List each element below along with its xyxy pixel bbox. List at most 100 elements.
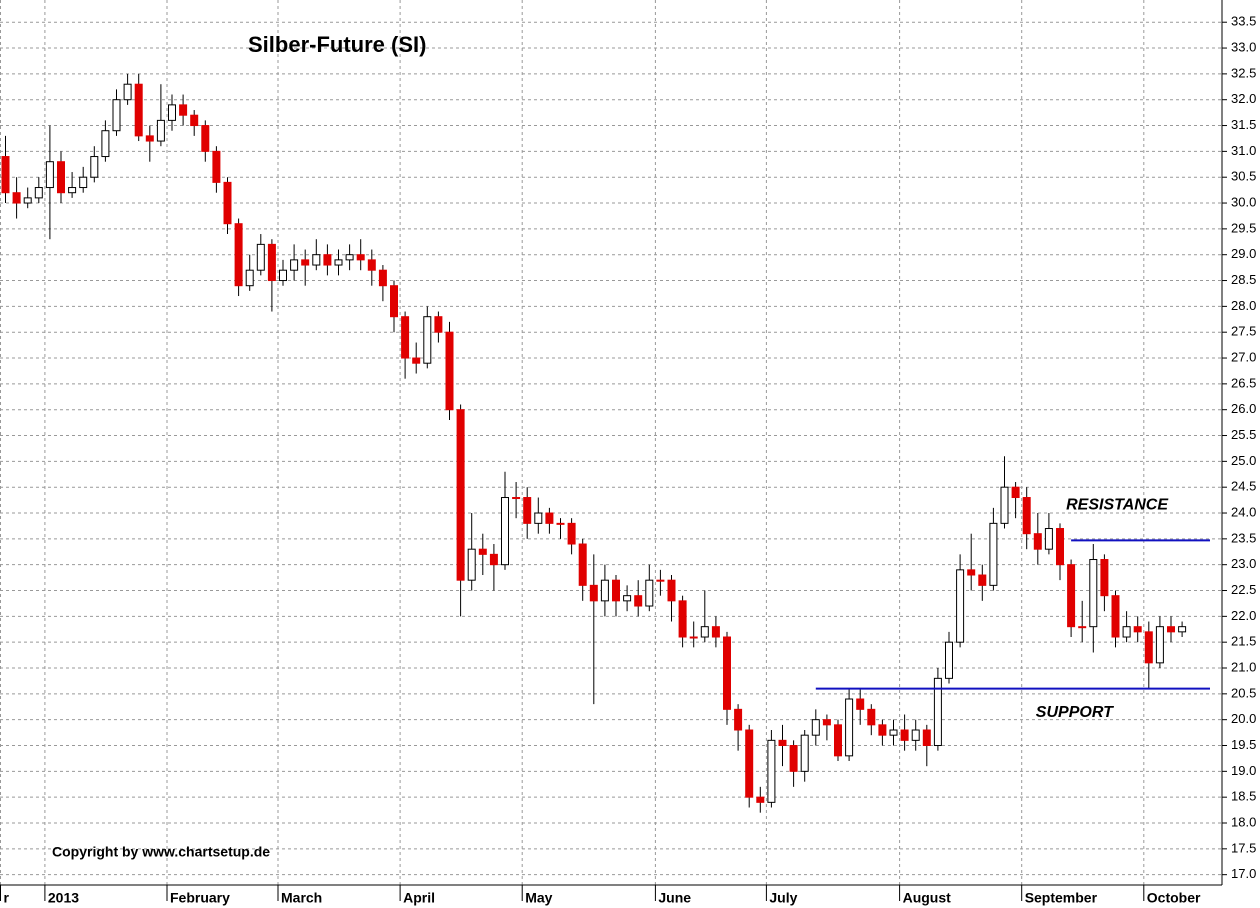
candle-body bbox=[700, 626, 709, 638]
candle-body bbox=[45, 161, 54, 189]
y-tick-label: 30.5 bbox=[1231, 169, 1256, 184]
y-tick-label: 27.0 bbox=[1231, 349, 1256, 364]
candle-body bbox=[811, 719, 820, 736]
candle-body bbox=[1089, 559, 1098, 628]
candle-body bbox=[1033, 533, 1042, 550]
candle-body bbox=[756, 796, 765, 803]
candle-body bbox=[845, 698, 854, 757]
x-tick-label: 2013 bbox=[48, 890, 79, 906]
y-tick-label: 29.5 bbox=[1231, 220, 1256, 235]
candle-body bbox=[534, 512, 543, 524]
candle-body bbox=[256, 243, 265, 271]
y-tick-label: 21.0 bbox=[1231, 659, 1256, 674]
y-tick-label: 31.5 bbox=[1231, 117, 1256, 132]
candle-body bbox=[501, 497, 509, 566]
x-tick-label: July bbox=[769, 890, 797, 906]
candle-body bbox=[145, 135, 154, 142]
x-tick-label: October bbox=[1147, 890, 1201, 906]
candle-body bbox=[911, 729, 920, 741]
candle-body bbox=[689, 636, 698, 639]
candle-body bbox=[1167, 626, 1175, 633]
x-tick-label: June bbox=[658, 890, 691, 906]
y-tick-label: 25.0 bbox=[1231, 453, 1256, 468]
candle-body bbox=[578, 543, 587, 586]
y-tick-label: 23.0 bbox=[1231, 556, 1256, 571]
candle-body bbox=[212, 150, 221, 183]
candle-body bbox=[234, 223, 243, 287]
candle-body bbox=[345, 254, 354, 261]
candle-body bbox=[667, 579, 676, 602]
candle-body bbox=[23, 197, 32, 204]
candle-body bbox=[1067, 564, 1076, 628]
candle-body bbox=[734, 708, 743, 731]
y-tick-label: 17.0 bbox=[1231, 866, 1256, 881]
candle-body bbox=[123, 83, 132, 101]
candle-body bbox=[34, 187, 43, 199]
candle-body bbox=[156, 119, 165, 142]
candle-body bbox=[889, 729, 898, 736]
candle-body bbox=[57, 161, 65, 194]
candle-body bbox=[600, 579, 609, 602]
candle-body bbox=[1100, 559, 1109, 597]
candle-body bbox=[767, 739, 776, 803]
candle-body bbox=[190, 114, 199, 127]
candle-body bbox=[290, 259, 299, 271]
candle-body bbox=[201, 125, 210, 152]
candle-body bbox=[1122, 626, 1131, 638]
y-tick-label: 28.0 bbox=[1231, 298, 1256, 313]
x-tick-label: April bbox=[403, 890, 435, 906]
candle-body bbox=[1011, 486, 1020, 499]
candle-body bbox=[467, 548, 476, 581]
candle-body bbox=[956, 569, 965, 643]
candle-body bbox=[989, 522, 998, 586]
candle-body bbox=[1155, 626, 1164, 664]
candle-body bbox=[101, 130, 110, 158]
candle-body bbox=[356, 254, 365, 261]
y-tick-label: 27.5 bbox=[1231, 324, 1256, 339]
candle-body bbox=[401, 316, 410, 359]
candle-body bbox=[623, 595, 632, 602]
candle-body bbox=[778, 739, 787, 747]
candle-body bbox=[90, 156, 99, 178]
copyright: Copyright by www.chartsetup.de bbox=[52, 844, 270, 860]
candle-body bbox=[489, 553, 498, 566]
candle-body bbox=[12, 192, 21, 204]
y-tick-label: 19.5 bbox=[1231, 737, 1256, 752]
candle-body bbox=[900, 729, 909, 741]
candle-body bbox=[1078, 626, 1087, 629]
candle-body bbox=[112, 99, 121, 132]
candle-body bbox=[723, 636, 731, 710]
candle-body bbox=[79, 176, 88, 189]
level-label: SUPPORT bbox=[1036, 704, 1114, 721]
y-tick-label: 18.5 bbox=[1231, 789, 1256, 804]
candle-body bbox=[267, 243, 276, 282]
y-tick-label: 26.5 bbox=[1231, 375, 1256, 390]
y-tick-label: 23.5 bbox=[1231, 530, 1256, 545]
candle-body bbox=[434, 316, 443, 333]
candle-body bbox=[323, 254, 332, 266]
candle-body bbox=[223, 181, 232, 225]
candle-body bbox=[567, 522, 576, 545]
candle-body bbox=[1022, 497, 1031, 535]
y-tick-label: 17.5 bbox=[1231, 840, 1256, 855]
y-tick-label: 33.5 bbox=[1231, 14, 1256, 29]
candle-body bbox=[945, 641, 953, 679]
x-tick-label: August bbox=[903, 890, 952, 906]
candle-body bbox=[922, 729, 931, 747]
candle-body bbox=[1178, 626, 1187, 633]
candle-body bbox=[800, 734, 809, 772]
y-tick-label: 24.0 bbox=[1231, 504, 1256, 519]
x-tick-label: September bbox=[1025, 890, 1098, 906]
candle-body bbox=[1044, 528, 1053, 550]
candle-body bbox=[834, 724, 842, 757]
candle-body bbox=[1000, 486, 1009, 524]
candle-body bbox=[367, 259, 376, 271]
candle-body bbox=[301, 259, 310, 266]
candle-body bbox=[378, 269, 387, 287]
candle-body bbox=[523, 497, 532, 524]
candle-body bbox=[1056, 528, 1064, 566]
y-tick-label: 32.0 bbox=[1231, 91, 1256, 106]
candle-body bbox=[423, 316, 432, 364]
y-tick-label: 22.5 bbox=[1231, 582, 1256, 597]
y-tick-label: 31.0 bbox=[1231, 143, 1256, 158]
